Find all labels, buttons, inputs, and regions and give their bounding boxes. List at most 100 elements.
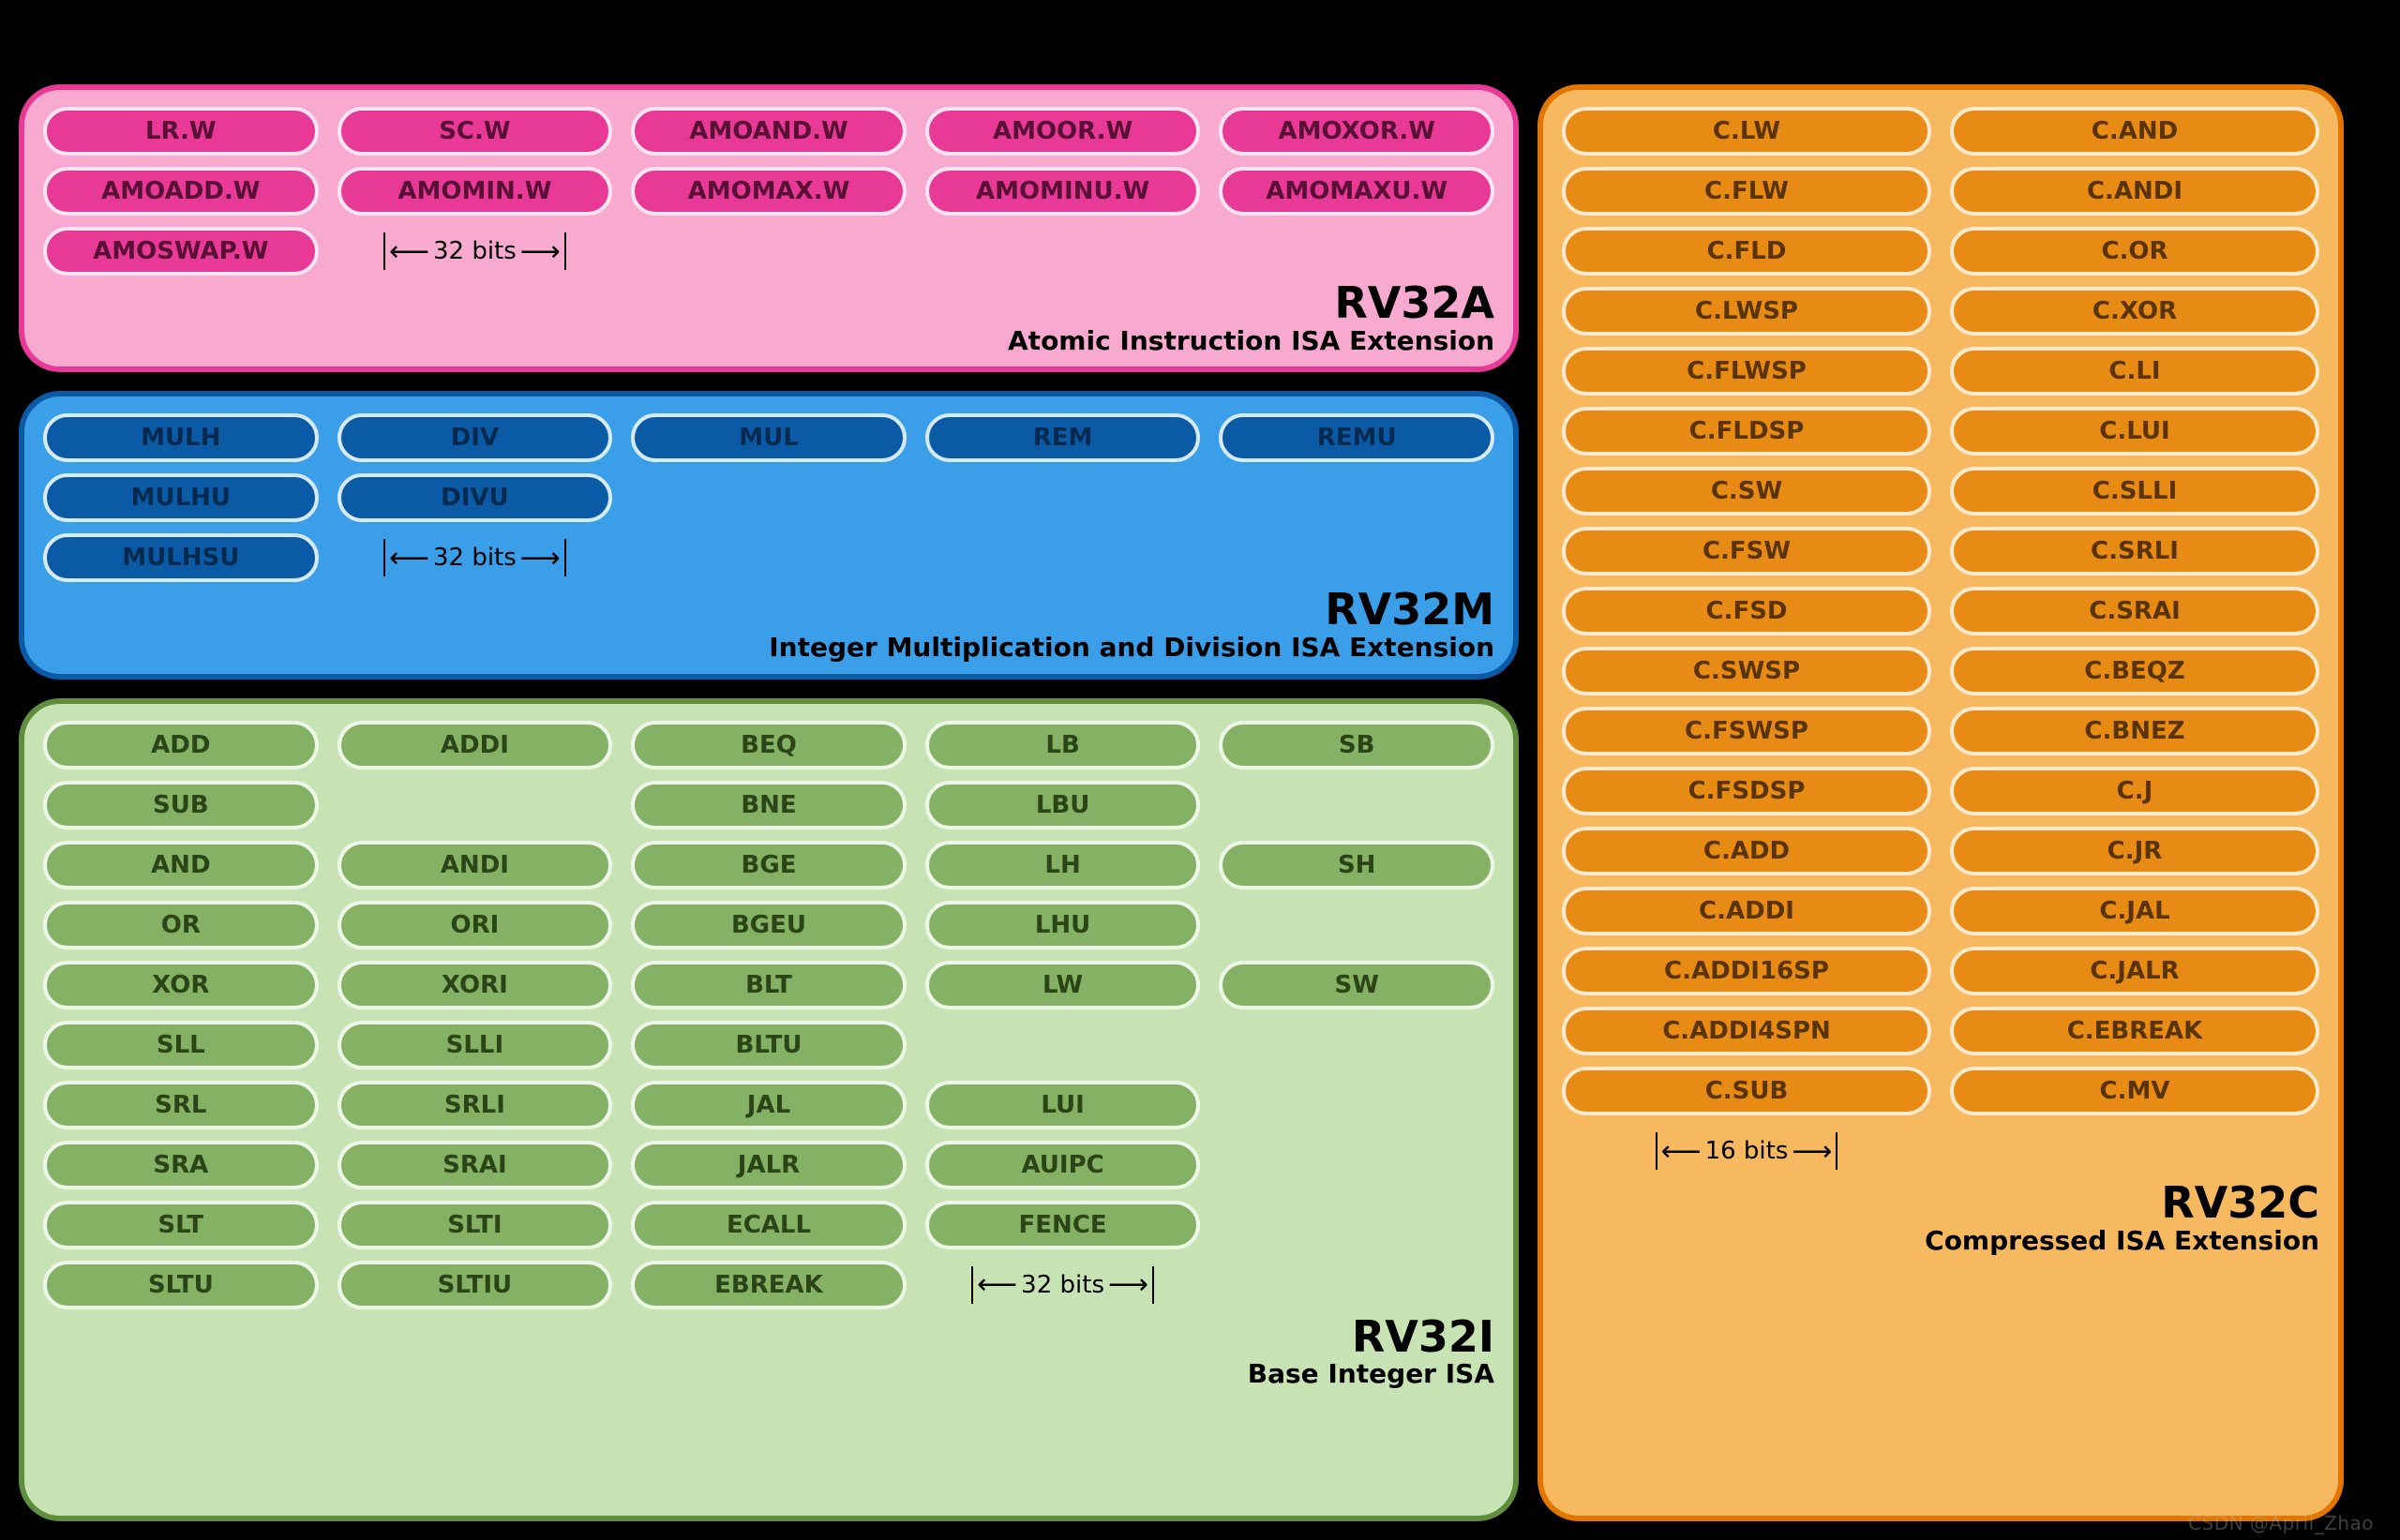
- bits-label: ⟵32 bits⟶: [338, 227, 613, 276]
- instr-srl: SRL: [43, 1081, 319, 1129]
- instr-lh: LH: [925, 841, 1201, 890]
- instr-c-fld: C.FLD: [1562, 227, 1931, 276]
- instr-xori: XORI: [338, 961, 613, 1009]
- instr-divu: DIVU: [338, 473, 613, 522]
- code-rv32m: RV32M: [43, 586, 1494, 634]
- instr-c-jal: C.JAL: [1950, 887, 2319, 935]
- instr-amomax-w: AMOMAX.W: [631, 167, 907, 216]
- instr-remu: REMU: [1219, 413, 1494, 462]
- instr-c-lwsp: C.LWSP: [1562, 287, 1931, 336]
- instr-c-beqz: C.BEQZ: [1950, 647, 2319, 695]
- footer-rv32c: RV32C Compressed ISA Extension: [1562, 1179, 2319, 1255]
- instr-bltu: BLTU: [631, 1021, 907, 1069]
- instr-c-flw: C.FLW: [1562, 167, 1931, 216]
- instr-c-lw: C.LW: [1562, 107, 1931, 156]
- instr-c-flwsp: C.FLWSP: [1562, 347, 1931, 396]
- instr-sub: SUB: [43, 781, 319, 830]
- instr-c-jalr: C.JALR: [1950, 947, 2319, 995]
- desc-rv32m: Integer Multiplication and Division ISA …: [43, 634, 1494, 663]
- instr-srli: SRLI: [338, 1081, 613, 1129]
- instr-sw: SW: [1219, 961, 1494, 1009]
- instr-amoor-w: AMOOR.W: [925, 107, 1201, 156]
- instr-c-fsd: C.FSD: [1562, 587, 1931, 635]
- bits-label: ⟵32 bits⟶: [338, 533, 613, 582]
- instr-sltu: SLTU: [43, 1261, 319, 1309]
- instr-c-srli: C.SRLI: [1950, 527, 2319, 576]
- instr-beq: BEQ: [631, 721, 907, 770]
- instr-mulhu: MULHU: [43, 473, 319, 522]
- instr-auipc: AUIPC: [925, 1141, 1201, 1189]
- instr-c-srai: C.SRAI: [1950, 587, 2319, 635]
- instr-c-andi: C.ANDI: [1950, 167, 2319, 216]
- instr-c-mv: C.MV: [1950, 1067, 2319, 1115]
- code-rv32a: RV32A: [43, 279, 1494, 327]
- instr-c-addi: C.ADDI: [1562, 887, 1931, 935]
- instr-add: ADD: [43, 721, 319, 770]
- instr-bgeu: BGEU: [631, 901, 907, 949]
- instr-lbu: LBU: [925, 781, 1201, 830]
- code-rv32c: RV32C: [1562, 1179, 2319, 1227]
- instr-c-li: C.LI: [1950, 347, 2319, 396]
- instr-div: DIV: [338, 413, 613, 462]
- instr-bne: BNE: [631, 781, 907, 830]
- instr-slli: SLLI: [338, 1021, 613, 1069]
- instr-lb: LB: [925, 721, 1201, 770]
- instr-jalr: JALR: [631, 1141, 907, 1189]
- instr-or: OR: [43, 901, 319, 949]
- instr-andi: ANDI: [338, 841, 613, 890]
- instr-amominu-w: AMOMINU.W: [925, 167, 1201, 216]
- instr-c-xor: C.XOR: [1950, 287, 2319, 336]
- instr-jal: JAL: [631, 1081, 907, 1129]
- instr-slti: SLTI: [338, 1201, 613, 1249]
- instr-sll: SLL: [43, 1021, 319, 1069]
- instr-amomin-w: AMOMIN.W: [338, 167, 613, 216]
- grid-rv32c: C.LWC.ANDC.FLWC.ANDIC.FLDC.ORC.LWSPC.XOR…: [1562, 107, 2319, 1175]
- instr-c-ebreak: C.EBREAK: [1950, 1007, 2319, 1055]
- instr-c-fswsp: C.FSWSP: [1562, 707, 1931, 755]
- instr-c-add: C.ADD: [1562, 827, 1931, 875]
- panel-rv32c: C.LWC.ANDC.FLWC.ANDIC.FLDC.ORC.LWSPC.XOR…: [1538, 84, 2344, 1521]
- instr-blt: BLT: [631, 961, 907, 1009]
- code-rv32i: RV32I: [43, 1313, 1494, 1361]
- instr-ori: ORI: [338, 901, 613, 949]
- instr-lw: LW: [925, 961, 1201, 1009]
- panel-rv32m: MULHDIVMULREMREMUMULHUDIVUMULHSU⟵32 bits…: [19, 391, 1519, 679]
- instr-and: AND: [43, 841, 319, 890]
- panel-rv32i: ADDADDIBEQLBSBSUBBNELBUANDANDIBGELHSHORO…: [19, 698, 1519, 1521]
- instr-c-and: C.AND: [1950, 107, 2319, 156]
- instr-c-j: C.J: [1950, 767, 2319, 815]
- instr-srai: SRAI: [338, 1141, 613, 1189]
- instr-c-bnez: C.BNEZ: [1950, 707, 2319, 755]
- instr-c-jr: C.JR: [1950, 827, 2319, 875]
- footer-rv32i: RV32I Base Integer ISA: [43, 1313, 1494, 1389]
- instr-fence: FENCE: [925, 1201, 1201, 1249]
- instr-xor: XOR: [43, 961, 319, 1009]
- right-column: C.LWC.ANDC.FLWC.ANDIC.FLDC.ORC.LWSPC.XOR…: [1538, 84, 2344, 1521]
- instr-c-fsw: C.FSW: [1562, 527, 1931, 576]
- left-column: LR.WSC.WAMOAND.WAMOOR.WAMOXOR.WAMOADD.WA…: [19, 84, 1519, 1521]
- instr-c-addi16sp: C.ADDI16SP: [1562, 947, 1931, 995]
- instr-sra: SRA: [43, 1141, 319, 1189]
- instr-c-sw: C.SW: [1562, 467, 1931, 516]
- instr-amomaxu-w: AMOMAXU.W: [1219, 167, 1494, 216]
- instr-amoswap-w: AMOSWAP.W: [43, 227, 319, 276]
- footer-rv32a: RV32A Atomic Instruction ISA Extension: [43, 279, 1494, 355]
- instr-mulh: MULH: [43, 413, 319, 462]
- instr-c-fsdsp: C.FSDSP: [1562, 767, 1931, 815]
- instr-sc-w: SC.W: [338, 107, 613, 156]
- instr-c-slli: C.SLLI: [1950, 467, 2319, 516]
- instr-c-addi4spn: C.ADDI4SPN: [1562, 1007, 1931, 1055]
- instr-sb: SB: [1219, 721, 1494, 770]
- grid-rv32i: ADDADDIBEQLBSBSUBBNELBUANDANDIBGELHSHORO…: [43, 721, 1494, 1309]
- panel-rv32a: LR.WSC.WAMOAND.WAMOOR.WAMOXOR.WAMOADD.WA…: [19, 84, 1519, 372]
- watermark: CSDN @April_Zhao: [2188, 1512, 2374, 1534]
- instr-addi: ADDI: [338, 721, 613, 770]
- instr-bge: BGE: [631, 841, 907, 890]
- bits-label: ⟵32 bits⟶: [925, 1261, 1201, 1309]
- instr-ebreak: EBREAK: [631, 1261, 907, 1309]
- desc-rv32c: Compressed ISA Extension: [1562, 1227, 2319, 1256]
- instr-c-sub: C.SUB: [1562, 1067, 1931, 1115]
- desc-rv32a: Atomic Instruction ISA Extension: [43, 327, 1494, 356]
- grid-rv32a: LR.WSC.WAMOAND.WAMOOR.WAMOXOR.WAMOADD.WA…: [43, 107, 1494, 276]
- instr-lhu: LHU: [925, 901, 1201, 949]
